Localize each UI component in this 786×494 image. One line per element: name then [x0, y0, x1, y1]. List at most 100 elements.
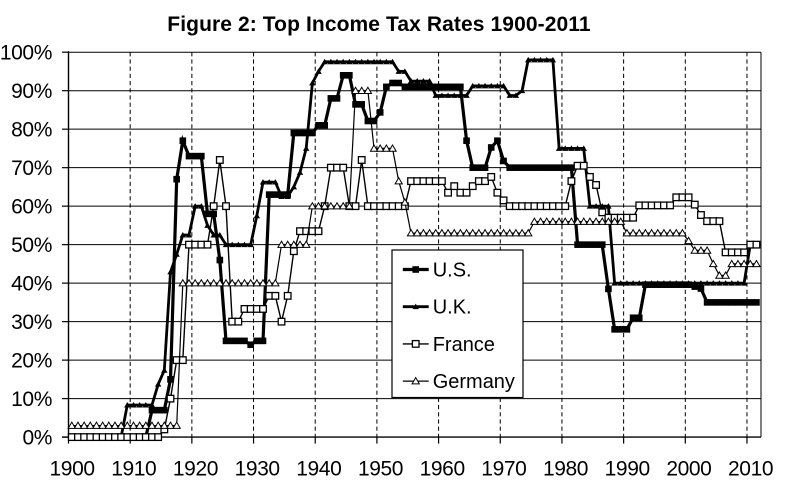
- uk-marker: [136, 402, 143, 408]
- germany-marker: [357, 86, 367, 94]
- germany-marker: [320, 201, 330, 210]
- uk-marker: [420, 78, 427, 84]
- france-marker: [462, 188, 471, 197]
- us-marker: [413, 83, 421, 91]
- germany-marker: [492, 228, 502, 237]
- germany-marker: [455, 228, 465, 237]
- germany-marker: [147, 421, 157, 429]
- us-marker: [716, 299, 723, 306]
- germany-marker: [425, 228, 435, 237]
- uk-marker: [191, 203, 199, 209]
- germany-marker: [499, 228, 509, 237]
- uk-marker: [383, 58, 390, 65]
- uk-marker: [518, 87, 526, 94]
- uk-marker: [401, 68, 409, 74]
- france-marker: [579, 161, 588, 170]
- france-marker: [203, 240, 212, 249]
- y-axis-label: 100%: [0, 42, 52, 65]
- uk-marker: [412, 303, 419, 310]
- uk-marker: [580, 145, 587, 151]
- x-axis-label: 1920: [173, 458, 218, 481]
- us-marker: [586, 241, 594, 248]
- uk-marker: [407, 78, 415, 84]
- y-axis-label: 0%: [22, 427, 52, 450]
- germany-marker: [221, 278, 231, 287]
- uk-marker: [241, 241, 248, 248]
- germany-marker: [91, 421, 101, 429]
- us-marker: [426, 83, 433, 91]
- germany-marker: [153, 421, 163, 429]
- uk-marker: [235, 241, 242, 248]
- uk-marker: [346, 58, 353, 65]
- germany-marker: [388, 144, 398, 152]
- uk-marker: [660, 280, 668, 286]
- france-marker: [209, 202, 218, 211]
- us-marker: [697, 285, 705, 292]
- us-marker: [457, 83, 464, 91]
- uk-marker: [494, 82, 501, 89]
- uk-marker: [611, 280, 618, 286]
- france-marker: [752, 240, 761, 249]
- germany-marker: [233, 278, 243, 287]
- germany-marker: [616, 217, 626, 225]
- france-marker: [481, 177, 490, 186]
- germany-marker: [603, 217, 613, 225]
- uk-marker: [130, 402, 137, 408]
- uk-marker: [284, 193, 291, 199]
- us-marker: [290, 129, 298, 137]
- uk-marker: [142, 402, 150, 408]
- germany-marker: [591, 217, 601, 225]
- us-marker: [555, 164, 563, 171]
- us-marker: [321, 122, 328, 129]
- germany-marker: [449, 228, 459, 237]
- us-marker: [154, 406, 162, 414]
- france-marker: [585, 172, 594, 181]
- x-axis-label: 1930: [235, 458, 280, 481]
- germany-marker: [573, 217, 583, 225]
- uk-marker: [216, 232, 224, 238]
- us-marker: [401, 83, 409, 91]
- germany-marker: [178, 278, 188, 287]
- us-marker: [463, 137, 470, 145]
- germany-marker: [394, 176, 404, 185]
- uk-marker: [389, 58, 396, 65]
- germany-marker: [751, 259, 761, 268]
- germany-marker: [412, 228, 422, 237]
- germany-marker: [474, 228, 484, 237]
- germany-marker: [326, 201, 336, 210]
- us-marker: [753, 299, 760, 306]
- uk-marker: [265, 179, 273, 185]
- us-marker: [537, 164, 544, 171]
- uk-marker: [568, 145, 575, 151]
- germany-marker: [116, 421, 126, 429]
- germany-marker: [647, 228, 657, 237]
- us-marker: [247, 341, 254, 349]
- germany-marker: [184, 278, 194, 287]
- us-marker: [623, 326, 631, 333]
- germany-marker: [369, 144, 379, 152]
- germany-marker: [196, 278, 206, 287]
- uk-marker: [586, 203, 594, 209]
- france-marker: [740, 248, 749, 257]
- us-marker: [598, 241, 606, 248]
- germany-marker: [338, 201, 348, 210]
- uk-marker: [463, 92, 470, 98]
- germany-marker: [727, 259, 737, 268]
- germany-marker: [344, 201, 354, 210]
- us-marker: [412, 266, 419, 273]
- x-axis-label: 1910: [111, 458, 156, 481]
- france-marker: [666, 201, 675, 210]
- us-marker: [327, 95, 335, 102]
- uk-marker: [185, 232, 193, 238]
- us-marker: [302, 129, 310, 137]
- uk-marker: [555, 145, 563, 151]
- france-marker: [715, 217, 724, 226]
- uk-marker: [457, 92, 464, 98]
- us-marker: [487, 144, 495, 151]
- germany-marker: [406, 228, 416, 237]
- germany-marker: [190, 278, 200, 287]
- us-marker: [228, 337, 236, 345]
- germany-marker: [443, 228, 453, 237]
- germany-marker: [172, 421, 182, 429]
